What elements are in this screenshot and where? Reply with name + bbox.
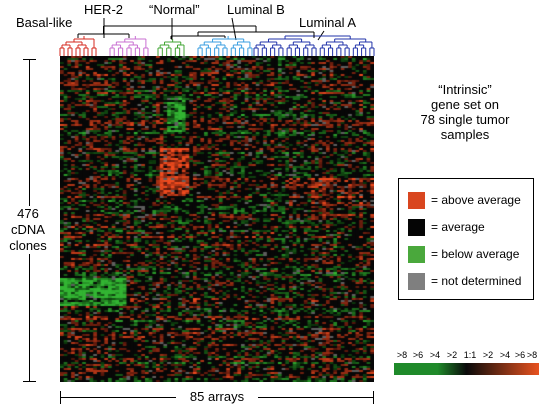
legend-label-average: = average — [431, 220, 485, 234]
expression-heatmap — [60, 56, 374, 382]
legend-label-below: = below average — [431, 247, 520, 261]
legend-label-not-determined: = not determined — [431, 274, 522, 288]
color-scale-labels: >8 >6 >4 >2 1:1 >2 >4 >6 >8 — [394, 350, 540, 362]
legend-item-below: = below average — [408, 245, 519, 263]
clones-axis-label-line1: 476 cDNA — [11, 206, 45, 237]
scale-tick-label: >2 — [446, 350, 458, 360]
legend-item-above: = above average — [408, 191, 521, 209]
color-scale-bar — [394, 363, 539, 375]
clones-bracket-top-tick — [23, 59, 36, 60]
subtype-label-normal: “Normal” — [149, 2, 200, 17]
sample-dendrogram — [59, 25, 375, 56]
color-legend: = above average = average = below averag… — [398, 178, 534, 300]
annotation-line4: samples — [440, 127, 490, 142]
scale-tick-label: >8 — [526, 350, 538, 360]
clones-bracket-bottom-tick — [23, 381, 36, 382]
scale-tick-label: >8 — [396, 350, 408, 360]
annotation-line3: 78 single tumor — [420, 112, 510, 127]
subtype-label-luminal-a: Luminal A — [299, 15, 357, 30]
clones-axis-label-line2: clones — [9, 238, 47, 253]
scale-tick-label: >4 — [429, 350, 441, 360]
arrays-bracket-right-tick — [373, 391, 374, 404]
legend-swatch-below — [408, 245, 425, 263]
scale-tick-label: >6 — [412, 350, 424, 360]
subtype-label-luminal-b: Luminal B — [227, 2, 285, 17]
legend-swatch-above — [408, 191, 425, 209]
scale-tick-label: >2 — [482, 350, 494, 360]
legend-swatch-average — [408, 218, 425, 236]
legend-swatch-not-determined — [408, 272, 425, 290]
scale-tick-label: >6 — [514, 350, 526, 360]
annotation-line1: “Intrinsic” — [438, 82, 492, 97]
legend-item-average: = average — [408, 218, 485, 236]
subtype-label-basal: Basal-like — [16, 15, 73, 30]
scale-tick-label: >4 — [499, 350, 511, 360]
clones-axis-label: 476 cDNA clones — [0, 206, 56, 254]
arrays-bracket-left-tick — [60, 391, 61, 404]
legend-label-above: = above average — [431, 193, 521, 207]
gene-set-annotation: “Intrinsic” gene set on 78 single tumor … — [410, 82, 520, 142]
arrays-axis-label: 85 arrays — [176, 389, 258, 405]
subtype-label-her2: HER-2 — [84, 2, 124, 17]
legend-item-not-determined: = not determined — [408, 272, 521, 290]
annotation-line2: gene set on — [431, 97, 499, 112]
scale-tick-label: 1:1 — [463, 350, 477, 360]
